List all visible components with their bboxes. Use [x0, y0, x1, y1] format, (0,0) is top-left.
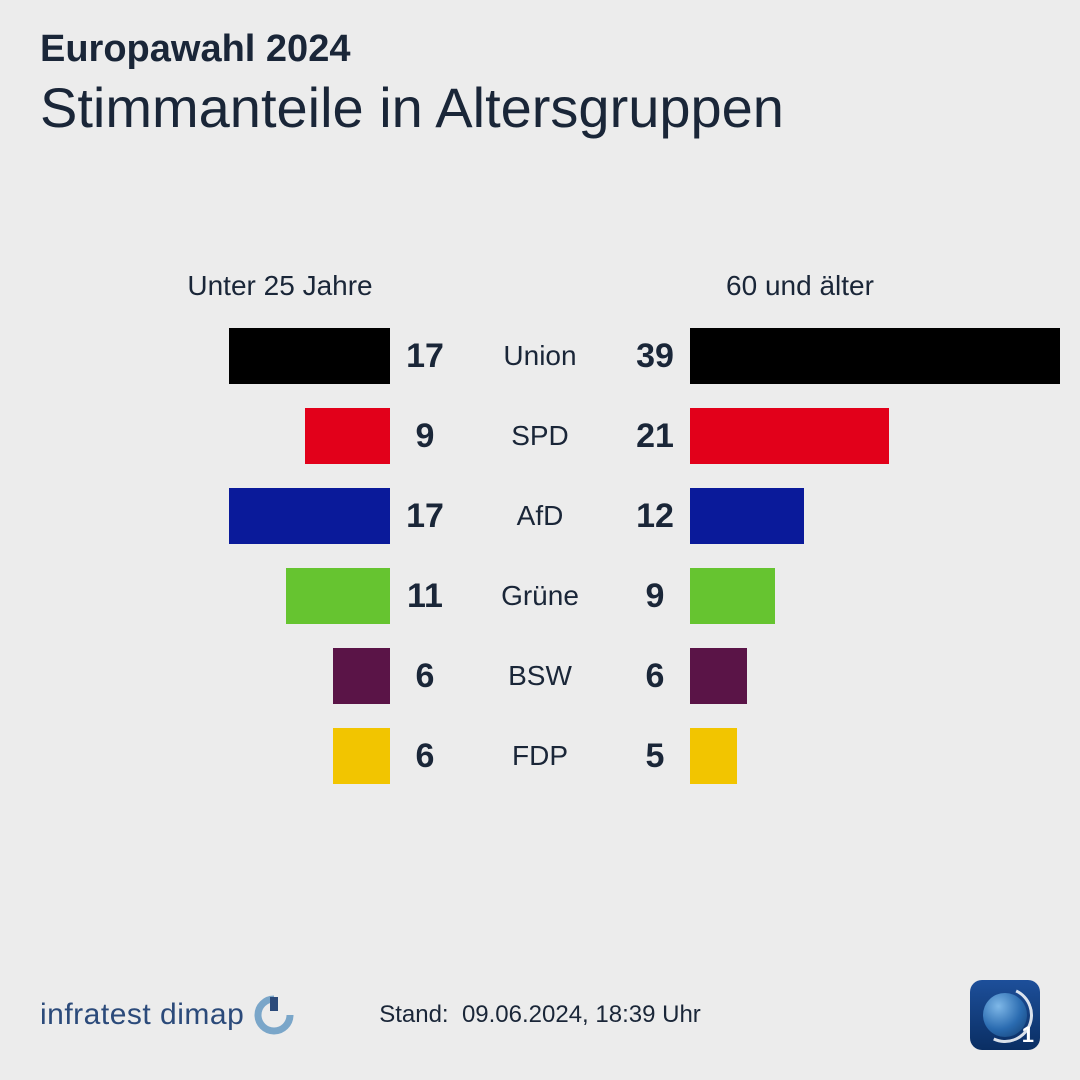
bar-right-wrap: [690, 328, 1080, 384]
bar-right-wrap: [690, 728, 1080, 784]
source: infratest dimap: [40, 995, 294, 1035]
bar-left: [229, 328, 390, 384]
party-label: AfD: [460, 500, 620, 532]
value-left: 17: [390, 337, 460, 376]
chart-row: 17Union39: [0, 326, 1080, 386]
bar-left: [333, 728, 390, 784]
bar-right: [690, 728, 737, 784]
value-right: 5: [620, 737, 690, 776]
bar-right-wrap: [690, 488, 1080, 544]
value-right: 6: [620, 657, 690, 696]
value-right: 21: [620, 417, 690, 456]
bar-left: [333, 648, 390, 704]
source-label: infratest dimap: [40, 998, 244, 1032]
bar-left-wrap: [0, 648, 390, 704]
column-header-left: Unter 25 Jahre: [0, 270, 440, 302]
bar-right-wrap: [690, 408, 1080, 464]
chart-rows: 17Union399SPD2117AfD1211Grüne96BSW66FDP5: [0, 326, 1080, 786]
chart-row: 17AfD12: [0, 486, 1080, 546]
value-left: 17: [390, 497, 460, 536]
bar-left-wrap: [0, 488, 390, 544]
bar-left-wrap: [0, 568, 390, 624]
value-left: 6: [390, 657, 460, 696]
value-left: 9: [390, 417, 460, 456]
party-label: Union: [460, 340, 620, 372]
footer: infratest dimap Stand: 09.06.2024, 18:39…: [40, 980, 1040, 1050]
bar-right: [690, 648, 747, 704]
column-header-right: 60 und älter: [640, 270, 1080, 302]
timestamp: Stand: 09.06.2024, 18:39 Uhr: [379, 1001, 701, 1029]
bar-left-wrap: [0, 728, 390, 784]
bar-right: [690, 408, 889, 464]
bar-right: [690, 568, 775, 624]
ard-logo-icon: 1: [970, 980, 1040, 1050]
bar-left: [286, 568, 390, 624]
value-right: 9: [620, 577, 690, 616]
timestamp-label: Stand:: [379, 1001, 448, 1028]
party-label: BSW: [460, 660, 620, 692]
column-headers: Unter 25 Jahre 60 und älter: [0, 270, 1080, 302]
infratest-dimap-icon: [254, 995, 294, 1035]
value-right: 39: [620, 337, 690, 376]
supertitle: Europawahl 2024: [40, 28, 1040, 71]
value-left: 11: [390, 577, 460, 616]
bar-left: [229, 488, 390, 544]
chart-row: 6BSW6: [0, 646, 1080, 706]
bar-right-wrap: [690, 568, 1080, 624]
bar-right-wrap: [690, 648, 1080, 704]
bar-left-wrap: [0, 328, 390, 384]
party-label: SPD: [460, 420, 620, 452]
header: Europawahl 2024 Stimmanteile in Altersgr…: [0, 0, 1080, 140]
timestamp-value: 09.06.2024, 18:39 Uhr: [462, 1001, 701, 1028]
bar-right: [690, 488, 804, 544]
party-label: FDP: [460, 740, 620, 772]
party-label: Grüne: [460, 580, 620, 612]
value-left: 6: [390, 737, 460, 776]
chart: Unter 25 Jahre 60 und älter 17Union399SP…: [0, 270, 1080, 806]
bar-left: [305, 408, 390, 464]
chart-title: Stimmanteile in Altersgruppen: [40, 75, 1040, 140]
chart-row: 11Grüne9: [0, 566, 1080, 626]
chart-row: 9SPD21: [0, 406, 1080, 466]
bar-right: [690, 328, 1060, 384]
value-right: 12: [620, 497, 690, 536]
chart-row: 6FDP5: [0, 726, 1080, 786]
bar-left-wrap: [0, 408, 390, 464]
